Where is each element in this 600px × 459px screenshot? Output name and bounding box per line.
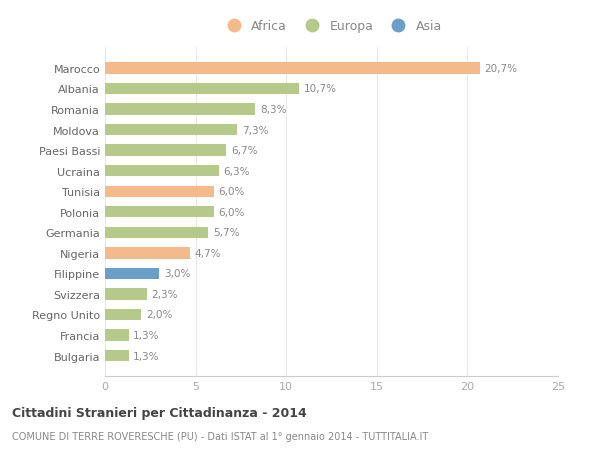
Bar <box>105 84 299 95</box>
Text: 6,0%: 6,0% <box>218 207 245 217</box>
Bar <box>105 227 208 238</box>
Text: Cittadini Stranieri per Cittadinanza - 2014: Cittadini Stranieri per Cittadinanza - 2… <box>12 406 307 419</box>
Text: 6,0%: 6,0% <box>218 187 245 197</box>
Text: COMUNE DI TERRE ROVERESCHE (PU) - Dati ISTAT al 1° gennaio 2014 - TUTTITALIA.IT: COMUNE DI TERRE ROVERESCHE (PU) - Dati I… <box>12 431 428 442</box>
Text: 5,7%: 5,7% <box>213 228 239 238</box>
Bar <box>105 145 226 157</box>
Bar <box>105 248 190 259</box>
Text: 4,7%: 4,7% <box>194 248 221 258</box>
Legend: Africa, Europa, Asia: Africa, Europa, Asia <box>216 15 447 38</box>
Text: 6,7%: 6,7% <box>231 146 257 156</box>
Bar <box>105 186 214 197</box>
Bar <box>105 104 256 115</box>
Bar <box>105 125 237 136</box>
Bar <box>105 330 128 341</box>
Text: 7,3%: 7,3% <box>242 125 268 135</box>
Text: 6,3%: 6,3% <box>224 166 250 176</box>
Text: 3,0%: 3,0% <box>164 269 190 279</box>
Text: 1,3%: 1,3% <box>133 351 160 361</box>
Bar <box>105 166 219 177</box>
Bar <box>105 309 141 320</box>
Text: 8,3%: 8,3% <box>260 105 286 115</box>
Text: 1,3%: 1,3% <box>133 330 160 340</box>
Bar <box>105 289 146 300</box>
Text: 10,7%: 10,7% <box>304 84 337 94</box>
Bar <box>105 207 214 218</box>
Text: 2,0%: 2,0% <box>146 310 172 320</box>
Text: 2,3%: 2,3% <box>151 289 178 299</box>
Bar <box>105 268 160 280</box>
Text: 20,7%: 20,7% <box>485 64 518 74</box>
Bar <box>105 350 128 362</box>
Bar <box>105 63 480 74</box>
